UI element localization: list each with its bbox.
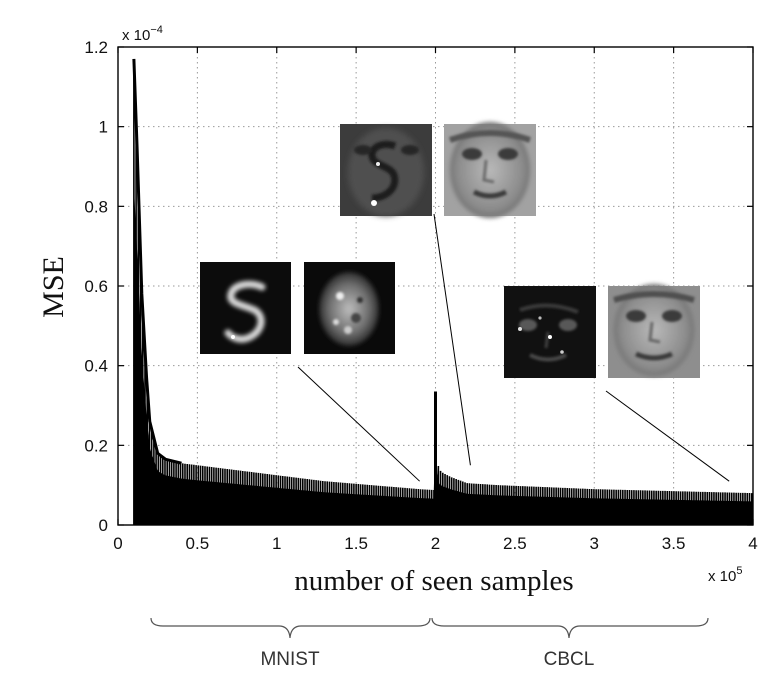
face-sparse-features-image	[504, 286, 596, 378]
x-tick-label: 1	[272, 534, 281, 553]
group-label-cbcl: CBCL	[544, 649, 595, 670]
x-tick-labels: 0 0.5 1 1.5 2 2.5 3 3.5 4	[113, 534, 757, 553]
face-learned-image	[444, 122, 536, 218]
y-tick-labels: 0 0.2 0.4 0.6 0.8 1 1.2	[84, 38, 108, 535]
x-tick-label: 3	[590, 534, 599, 553]
cbcl-brace	[431, 617, 709, 639]
x-tick-label: 3.5	[662, 534, 686, 553]
mnist-digit-face-mix-image	[304, 262, 395, 354]
data-layer	[132, 58, 753, 525]
group-braces	[150, 617, 709, 639]
face-digit-mix-image	[340, 124, 432, 216]
y-tick-label: 0.2	[84, 436, 108, 455]
mnist-digit-learned-image	[200, 262, 291, 354]
x-tick-label: 1.5	[344, 534, 368, 553]
x-axis-title: number of seen samples	[294, 565, 573, 597]
group-label-mnist: MNIST	[260, 649, 320, 670]
x-multiplier: x 105	[708, 565, 742, 585]
y-tick-label: 0.6	[84, 277, 108, 296]
x-tick-label: 2.5	[503, 534, 527, 553]
x-tick-label: 4	[748, 534, 757, 553]
inset-pointer	[605, 390, 730, 482]
inset-pointer-lines	[297, 213, 730, 482]
y-tick-label: 1.2	[84, 38, 108, 57]
y-axis-title: MSE	[37, 256, 70, 318]
y-tick-label: 0.8	[84, 197, 108, 216]
inset-pointer	[433, 213, 471, 466]
x-tick-label: 2	[431, 534, 440, 553]
mse-trace	[133, 58, 753, 525]
mse-initial-peak	[132, 58, 182, 465]
y-tick-label: 0.4	[84, 357, 108, 376]
x-tick-label: 0.5	[186, 534, 210, 553]
mnist-brace	[150, 617, 431, 639]
y-tick-label: 1	[99, 118, 108, 137]
inset-transition	[340, 122, 536, 218]
inset-mnist	[200, 262, 395, 354]
y-multiplier: x 10−4	[122, 24, 163, 44]
y-tick-label: 0	[99, 516, 108, 535]
face-final-image	[608, 284, 700, 378]
inset-pointer	[297, 366, 420, 482]
x-tick-label: 0	[113, 534, 122, 553]
inset-cbcl	[504, 284, 700, 378]
tick-marks	[117, 46, 754, 526]
